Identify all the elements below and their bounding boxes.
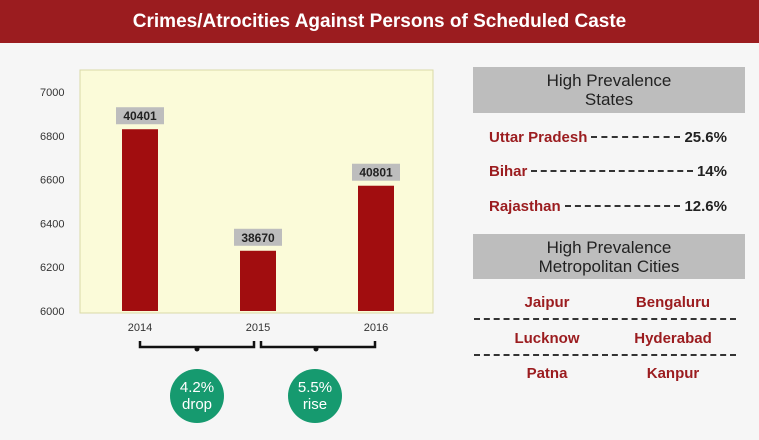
rise-badge-label: rise	[302, 396, 328, 413]
bar	[240, 250, 276, 311]
x-tick-label: 2015	[246, 322, 270, 334]
state-value: 14%	[696, 162, 727, 180]
cities-panel-header: High Prevalence Metropolitan Cities	[473, 234, 745, 279]
data-label-box	[116, 107, 164, 125]
data-label: 38670	[241, 231, 275, 245]
leader-dashes	[531, 170, 693, 172]
state-row: Bihar 14%	[489, 161, 727, 181]
city-name: Kanpur	[646, 365, 700, 382]
state-row: Uttar Pradesh 25.6%	[489, 127, 727, 147]
rise-bracket-tick	[313, 346, 319, 352]
state-name: Rajasthan	[489, 197, 561, 215]
state-row: Rajasthan 12.6%	[489, 196, 727, 216]
bar	[358, 185, 394, 311]
y-tick-label: 6800	[40, 131, 64, 143]
y-tick-label: 6400	[40, 218, 64, 230]
state-name: Uttar Pradesh	[489, 128, 588, 146]
states-panel-title-line1: High Prevalence	[546, 71, 672, 90]
cities-panel-title-line1: High Prevalence	[546, 237, 672, 257]
state-value: 25.6%	[684, 128, 727, 146]
cities-panel-title-line2: Metropolitan Cities	[538, 256, 680, 276]
data-label: 40801	[359, 166, 393, 180]
drop-bracket-tick	[194, 346, 200, 352]
rise-badge: 5.5% rise	[288, 369, 342, 423]
city-divider	[474, 354, 736, 356]
leader-dashes	[564, 205, 681, 207]
city-name: Patna	[526, 365, 568, 382]
city-name: Jaipur	[524, 294, 570, 311]
y-tick-label: 6600	[40, 175, 64, 187]
page-title: Crimes/Atrocities Against Persons of Sch…	[132, 10, 627, 32]
y-tick-label: 6200	[40, 262, 64, 274]
city-divider	[474, 318, 736, 320]
x-tick-label: 2016	[364, 322, 388, 334]
leader-dashes	[591, 136, 681, 138]
bar-chart: 6000 6200 6400 6600 6800 7000 40401 2014 38670 20…	[40, 69, 434, 352]
drop-badge-label: drop	[181, 396, 213, 413]
data-label-box	[234, 228, 282, 246]
state-value: 12.6%	[684, 197, 727, 215]
drop-badge: 4.2% drop	[170, 369, 224, 423]
drop-badge-value: 4.2%	[179, 379, 215, 396]
bar	[122, 129, 158, 311]
rise-bracket	[259, 341, 377, 349]
data-label-box	[352, 163, 400, 181]
states-panel-title-line2: States	[584, 90, 634, 109]
city-name: Lucknow	[514, 330, 580, 347]
y-tick-label: 6000	[40, 306, 64, 318]
page-title-banner: Crimes/Atrocities Against Persons of Sch…	[0, 0, 759, 43]
data-label: 40401	[123, 109, 157, 123]
city-name: Hyderabad	[634, 330, 712, 347]
y-tick-label: 7000	[40, 87, 64, 99]
x-tick-label: 2014	[128, 322, 152, 334]
states-panel-header: High Prevalence States	[473, 67, 745, 113]
rise-badge-value: 5.5%	[297, 379, 333, 396]
city-name: Bengaluru	[635, 294, 711, 311]
drop-bracket	[138, 341, 256, 349]
state-name: Bihar	[489, 162, 528, 180]
